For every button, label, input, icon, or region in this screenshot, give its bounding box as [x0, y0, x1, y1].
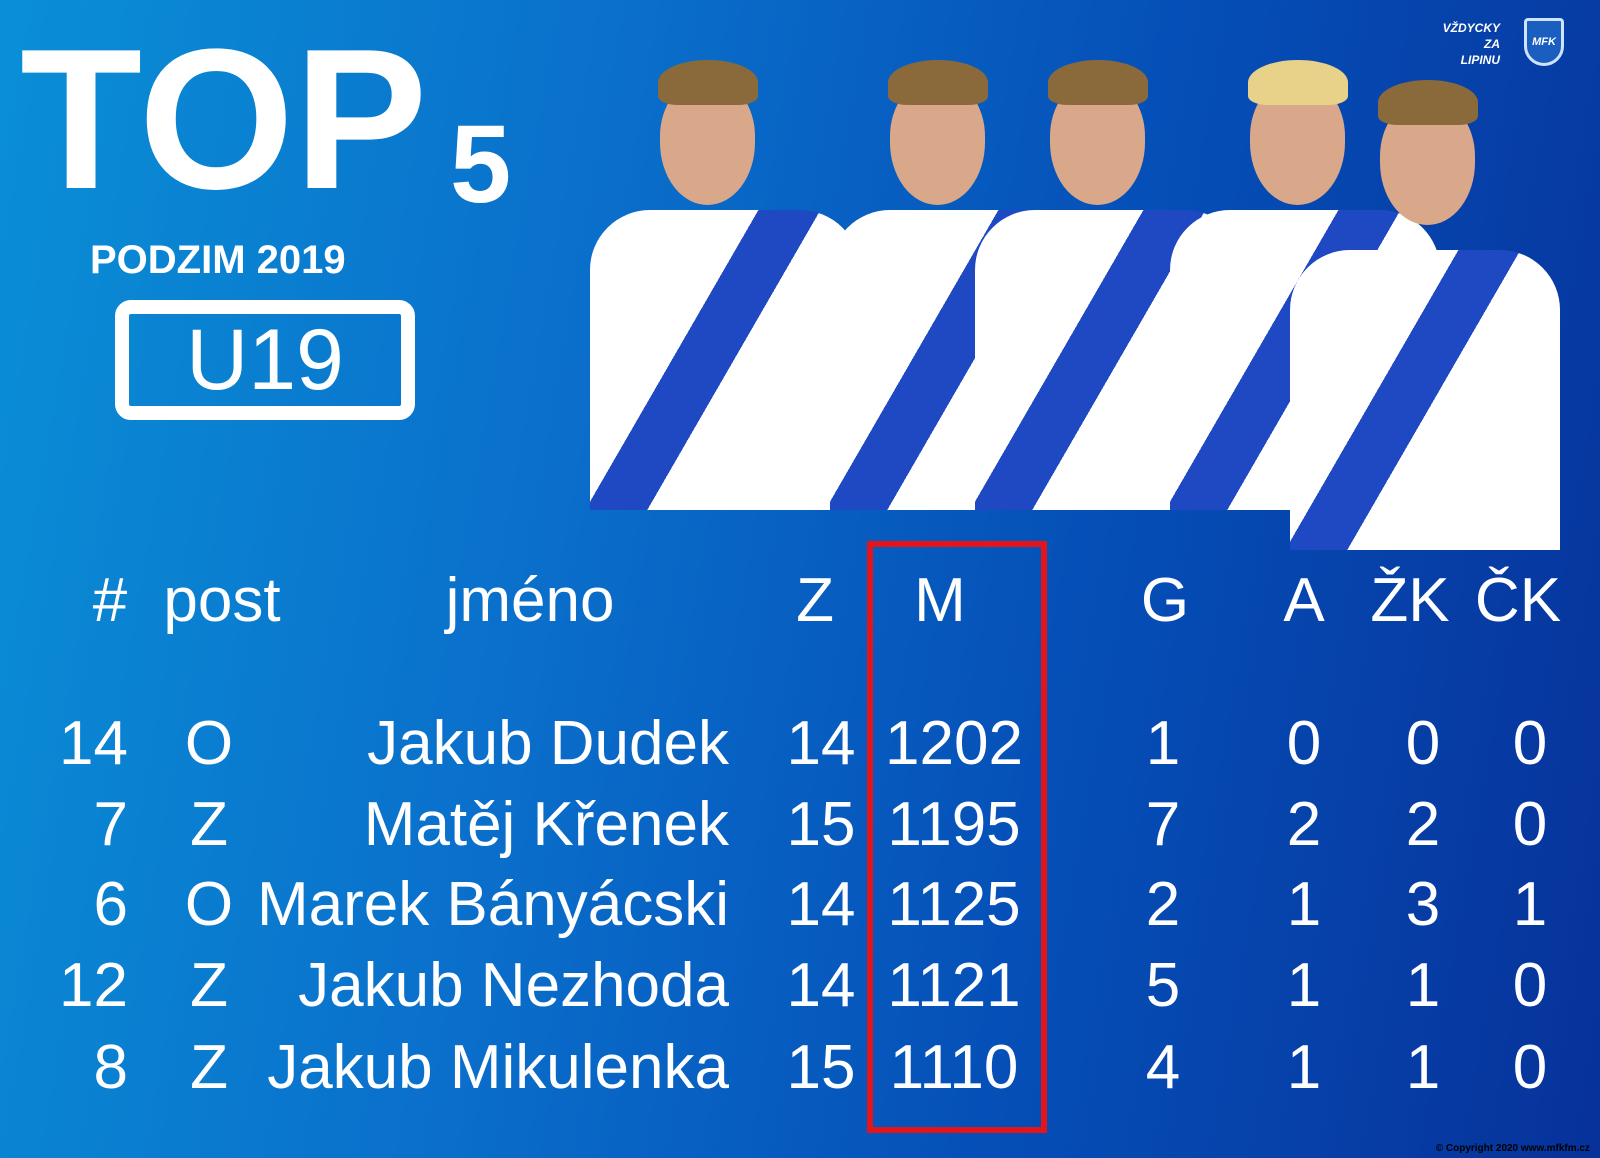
player-jersey	[1290, 250, 1560, 550]
category-label: U19	[186, 312, 344, 408]
cell-m: 1195	[887, 790, 1021, 859]
cell-name: Jakub Mikulenka	[267, 1033, 729, 1102]
player-jersey	[590, 210, 860, 510]
cell-zk: 1	[1405, 1033, 1441, 1102]
cell-number: 12	[59, 951, 128, 1020]
cell-post: Z	[190, 790, 228, 859]
cell-z: 14	[786, 870, 856, 939]
club-slogan: VŽDYCKY ZA LIPINU	[1443, 20, 1500, 68]
copyright: © Copyright 2020 www.mfkfm.cz	[1435, 1143, 1590, 1154]
cell-g: 4	[1145, 1033, 1181, 1102]
season-label: PODZIM 2019	[90, 238, 346, 282]
cell-name: Jakub Dudek	[367, 709, 729, 778]
cell-a: 2	[1286, 790, 1322, 859]
cell-g: 2	[1145, 870, 1181, 939]
cell-g: 5	[1145, 951, 1181, 1020]
column-header: post	[163, 566, 281, 635]
highlight-box	[867, 541, 1047, 1133]
column-header: jméno	[445, 566, 615, 635]
cell-zk: 3	[1405, 870, 1441, 939]
player-hair	[658, 60, 758, 105]
category-badge: U19	[115, 300, 415, 420]
cell-ck: 0	[1512, 1033, 1548, 1102]
cell-name: Jakub Nezhoda	[298, 951, 729, 1020]
cell-zk: 2	[1405, 790, 1441, 859]
slogan-line: LIPINU	[1460, 53, 1500, 67]
column-header: ŽK	[1370, 566, 1450, 635]
cell-g: 7	[1145, 790, 1181, 859]
cell-z: 15	[786, 790, 856, 859]
column-header: ČK	[1474, 566, 1562, 635]
cell-m: 1202	[885, 709, 1023, 778]
cell-a: 1	[1286, 1033, 1322, 1102]
cell-zk: 1	[1405, 951, 1441, 1020]
column-header: G	[1140, 566, 1190, 635]
cell-z: 14	[786, 951, 856, 1020]
slogan-line: VŽDYCKY	[1442, 21, 1500, 35]
crest-text: MFK	[1532, 36, 1556, 48]
player-hair	[1048, 60, 1148, 105]
cell-post: Z	[190, 951, 228, 1020]
player-hair	[888, 60, 988, 105]
slogan-line: ZA	[1484, 37, 1500, 51]
cell-name: Matěj Křenek	[363, 790, 729, 859]
cell-number: 6	[93, 870, 128, 939]
cell-a: 0	[1286, 709, 1322, 778]
cell-number: 14	[59, 709, 128, 778]
cell-z: 14	[786, 709, 856, 778]
cell-ck: 0	[1512, 790, 1548, 859]
cell-m: 1121	[887, 951, 1021, 1020]
cell-post: O	[184, 870, 234, 939]
cell-post: Z	[190, 1033, 228, 1102]
cell-number: 7	[93, 790, 128, 859]
cell-post: O	[184, 709, 234, 778]
cell-g: 1	[1145, 709, 1181, 778]
cell-m: 1125	[887, 870, 1021, 939]
cell-number: 8	[93, 1033, 128, 1102]
club-crest-logo: MFK	[1524, 18, 1564, 66]
player-hair	[1378, 80, 1478, 125]
column-header: A	[1283, 566, 1325, 635]
cell-m: 1110	[889, 1033, 1019, 1102]
top-title: TOP	[20, 8, 428, 231]
column-header: Z	[796, 566, 834, 635]
cell-zk: 0	[1405, 709, 1441, 778]
cell-a: 1	[1286, 870, 1322, 939]
cell-a: 1	[1286, 951, 1322, 1020]
column-header: #	[92, 566, 128, 635]
player-hair	[1248, 60, 1348, 105]
column-header: M	[914, 566, 966, 635]
cell-z: 15	[786, 1033, 856, 1102]
top-number: 5	[450, 103, 512, 226]
cell-ck: 1	[1512, 870, 1548, 939]
cell-ck: 0	[1512, 951, 1548, 1020]
cell-ck: 0	[1512, 709, 1548, 778]
cell-name: Marek Bányácski	[256, 870, 729, 939]
